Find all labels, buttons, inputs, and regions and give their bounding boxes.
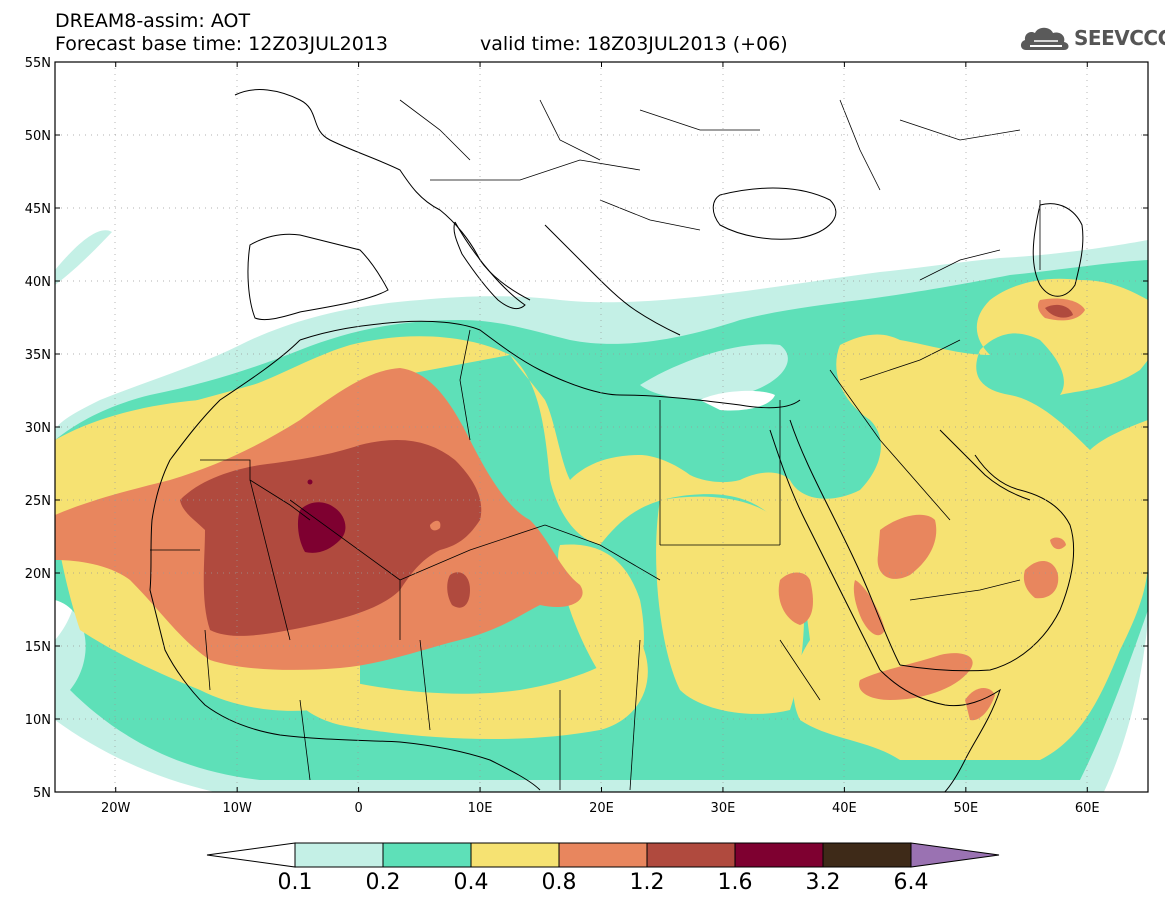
aot-field — [55, 62, 1148, 792]
logo-text: SEEVCCC — [1074, 26, 1165, 50]
lat-label: 5N — [33, 786, 51, 801]
valid-time: valid time: 18Z03JUL2013 (+06) — [480, 33, 788, 55]
colorbar: 0.1 0.2 0.4 0.8 1.2 1.6 3.2 6.4 — [206, 842, 1000, 895]
lat-label: 55N — [25, 56, 51, 71]
country-borders — [150, 99, 1041, 791]
forecast-time-line: Forecast base time: 12Z03JUL2013 valid ti… — [55, 33, 788, 55]
colorbar-swatch — [470, 842, 560, 868]
lat-label: 25N — [25, 494, 51, 509]
seevccc-logo: SEEVCCC — [1018, 22, 1165, 56]
clean-air-core — [700, 390, 775, 411]
colorbar-over-triangle — [910, 842, 1000, 868]
lat-label: 20N — [25, 567, 51, 582]
lon-label: 0 — [354, 801, 362, 816]
colorbar-swatch — [734, 842, 824, 868]
lon-label: 30E — [711, 801, 736, 816]
aot-inclusion — [430, 520, 441, 531]
colorbar-swatch — [294, 842, 384, 868]
colorbar-swatch — [382, 842, 472, 868]
latitude-labels: 5N 10N 15N 20N 25N 30N 35N 40N 45N 50N 55N — [25, 56, 51, 801]
clean-air-patch — [640, 344, 788, 399]
colorbar-swatch — [646, 842, 736, 868]
colorbar-label: 1.2 — [630, 870, 665, 895]
colorbar-label: 0.2 — [366, 870, 401, 895]
colorbar-under-triangle — [206, 842, 296, 868]
lon-label: 20W — [101, 801, 131, 816]
lat-label: 45N — [25, 202, 51, 217]
lat-label: 35N — [25, 348, 51, 363]
axis-ticks — [55, 61, 1148, 793]
map-title: DREAM8-assim: AOT — [55, 10, 251, 32]
lat-label: 10N — [25, 713, 51, 728]
lat-label: 50N — [25, 129, 51, 144]
colorbar-swatch — [558, 842, 648, 868]
lon-label: 10W — [222, 801, 252, 816]
graticule — [55, 62, 1148, 792]
lon-label: 20E — [589, 801, 614, 816]
colorbar-label: 0.4 — [454, 870, 489, 895]
colorbar-label: 0.8 — [542, 870, 577, 895]
colorbar-label: 6.4 — [894, 870, 929, 895]
cloud-icon — [1020, 27, 1069, 50]
lon-label: 40E — [832, 801, 857, 816]
colorbar-label: 1.6 — [718, 870, 753, 895]
colorbar-label: 3.2 — [806, 870, 841, 895]
lon-label: 60E — [1075, 801, 1100, 816]
lon-label: 50E — [953, 801, 978, 816]
colorbar-swatch — [822, 842, 912, 868]
colorbar-label: 0.1 — [278, 870, 313, 895]
lon-label: 10E — [468, 801, 493, 816]
lat-label: 15N — [25, 640, 51, 655]
base-time: Forecast base time: 12Z03JUL2013 — [55, 33, 388, 55]
lat-label: 40N — [25, 275, 51, 290]
longitude-labels: 20W 10W 0 10E 20E 30E 40E 50E 60E — [101, 801, 1100, 816]
lat-label: 30N — [25, 421, 51, 436]
